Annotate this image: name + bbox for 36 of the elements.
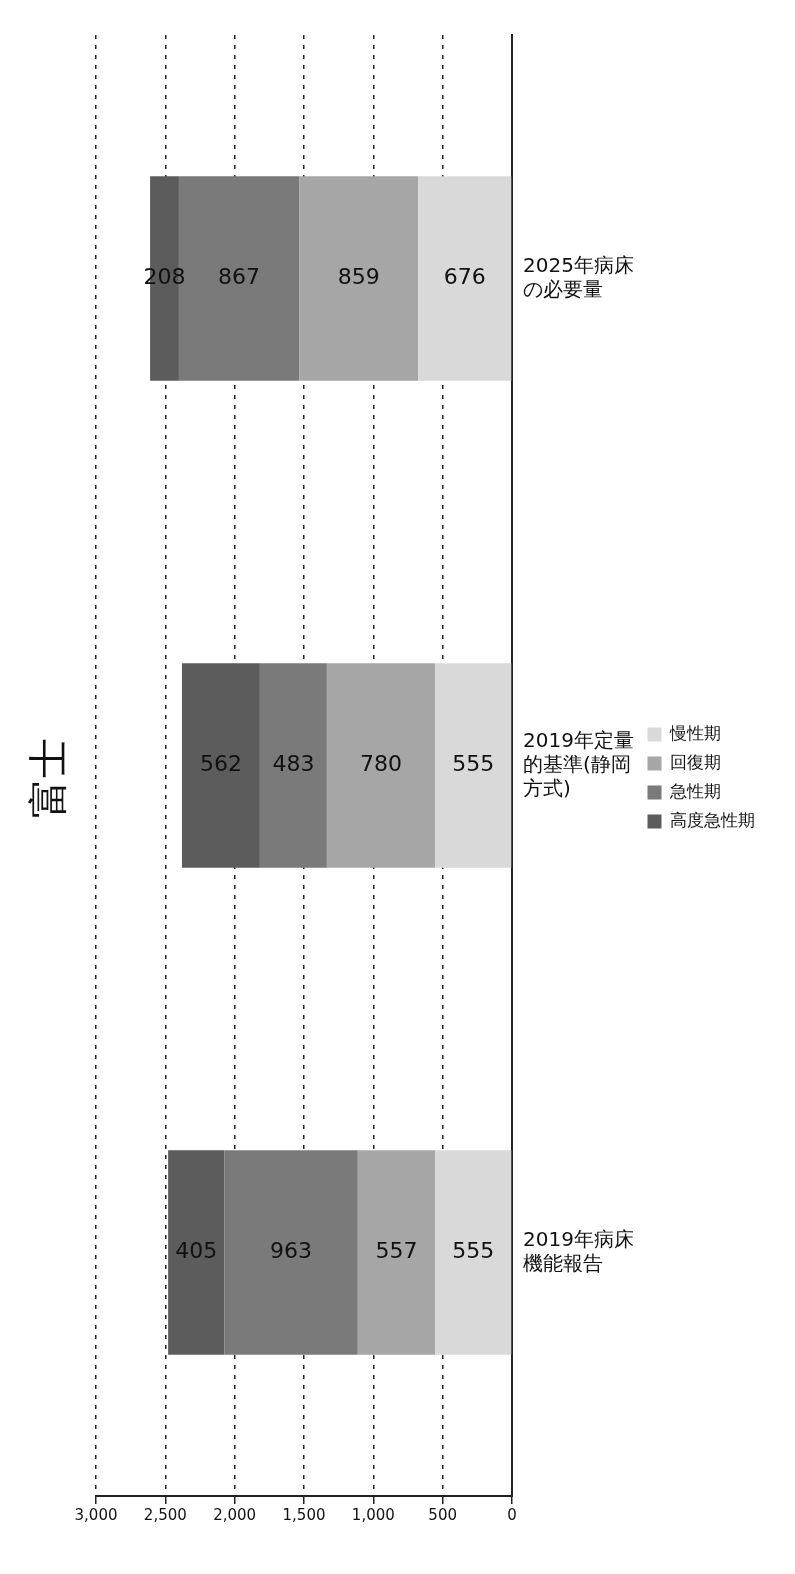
bar — [418, 176, 512, 381]
data-label: 405 — [175, 1238, 218, 1264]
bar — [357, 1150, 436, 1355]
bar — [299, 176, 419, 381]
data-label: 780 — [359, 751, 402, 777]
bar — [259, 663, 327, 868]
data-label: 483 — [272, 751, 315, 777]
bar — [435, 663, 512, 868]
bar — [435, 1150, 512, 1355]
x-tick-label: 3,000 — [74, 1505, 118, 1524]
data-label: 859 — [337, 264, 380, 290]
text: 富士 — [25, 738, 72, 818]
legend-label: 回復期 — [670, 751, 721, 772]
data-label: 867 — [218, 264, 261, 290]
data-label: 557 — [375, 1238, 418, 1264]
data-label: 562 — [199, 751, 242, 777]
data-label: 555 — [452, 751, 495, 777]
legend-label: 急性期 — [669, 780, 721, 801]
legend-label: 高度急性期 — [670, 809, 755, 830]
legend-label: 慢性期 — [669, 722, 721, 743]
x-tick-label: 1,000 — [351, 1505, 395, 1524]
x-tick-label: 0 — [507, 1505, 517, 1524]
bar — [224, 1150, 358, 1355]
x-tick-label: 2,500 — [143, 1505, 187, 1524]
y-tick-label: 2019年定量的基準(静岡方式) — [523, 727, 634, 800]
bar — [168, 1150, 225, 1355]
bar — [181, 663, 260, 868]
bar — [326, 663, 436, 868]
x-tick-label: 1,500 — [282, 1505, 326, 1524]
x-tick-label: 2,000 — [213, 1505, 257, 1524]
y-tick-label: 2019年病床機能報告 — [523, 1226, 634, 1275]
data-label: 963 — [270, 1238, 313, 1264]
x-tick-label: 500 — [428, 1505, 457, 1524]
data-label: 555 — [452, 1238, 495, 1264]
data-label: 676 — [443, 264, 486, 290]
y-tick-label: 2025年病床の必要量 — [523, 252, 634, 301]
